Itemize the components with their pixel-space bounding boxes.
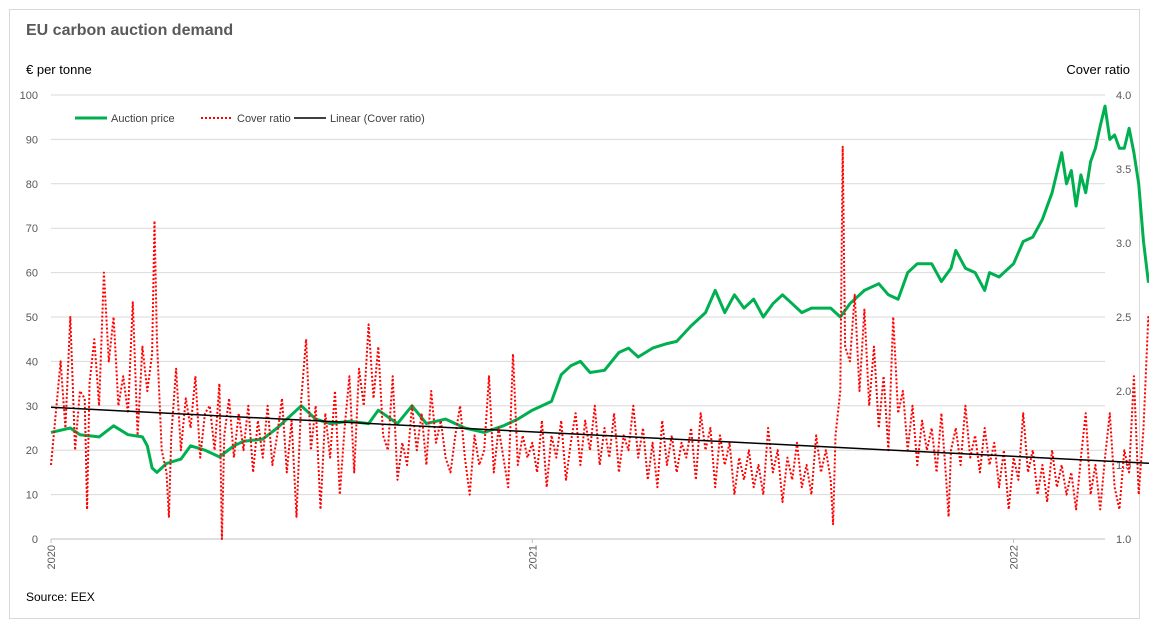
chart-frame	[9, 9, 1140, 619]
right-tick-label: 4.0	[1116, 90, 1131, 102]
left-tick-label: 80	[26, 179, 38, 191]
left-tick-label: 0	[32, 534, 38, 546]
left-tick-label: 70	[26, 223, 38, 235]
series-line-2	[50, 406, 1149, 465]
series-line-1	[50, 145, 1149, 540]
series-lines	[50, 104, 1149, 540]
x-tick-label: 2021	[527, 545, 539, 569]
chart-title: EU carbon auction demand	[26, 22, 234, 39]
left-tick-label: 30	[26, 401, 38, 413]
left-tick-label: 90	[26, 134, 38, 146]
x-tick-label: 2022	[1009, 545, 1021, 569]
left-tick-label: 10	[26, 490, 38, 502]
gridlines	[50, 94, 1105, 543]
right-tick-label: 2.0	[1116, 386, 1131, 398]
right-tick-label: 3.5	[1116, 164, 1131, 176]
legend-label-1: Cover ratio	[237, 113, 291, 125]
series-line-0	[50, 104, 1149, 474]
left-tick-label: 40	[26, 356, 38, 368]
x-tick-label: 2020	[46, 545, 58, 569]
right-axis-label: Cover ratio	[1066, 62, 1130, 77]
legend-label-2: Linear (Cover ratio)	[330, 113, 425, 125]
left-tick-label: 100	[20, 90, 38, 102]
left-tick-label: 20	[26, 445, 38, 457]
left-tick-label: 50	[26, 312, 38, 324]
tick-labels: 01020304050607080901001.01.52.02.53.03.5…	[20, 90, 1132, 569]
right-tick-label: 1.0	[1116, 534, 1131, 546]
source-note: Source: EEX	[26, 590, 95, 604]
legend-label-0: Auction price	[111, 113, 175, 125]
right-tick-label: 2.5	[1116, 312, 1131, 324]
left-tick-label: 60	[26, 268, 38, 280]
legend: Auction price Cover ratio Linear (Cover ra…	[75, 113, 425, 125]
right-tick-label: 3.0	[1116, 238, 1131, 250]
left-axis-label: € per tonne	[26, 62, 92, 77]
